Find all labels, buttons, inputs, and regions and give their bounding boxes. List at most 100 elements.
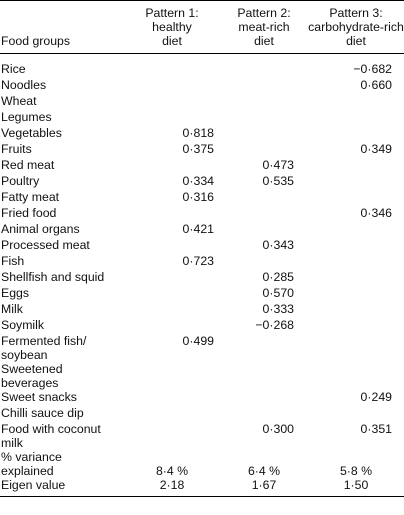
food-group-cell: Red meat xyxy=(0,158,124,174)
table-row: Fruits 0·375 0·349 xyxy=(0,142,404,158)
loading-pattern-3-cell xyxy=(308,190,404,206)
loading-pattern-1-cell xyxy=(124,406,220,422)
food-group-cell: Processed meat xyxy=(0,238,124,254)
loading-pattern-2-cell xyxy=(220,110,308,126)
table-row: Milk 0·333 xyxy=(0,302,404,318)
food-group-cell: % variance explained xyxy=(0,450,124,478)
food-group-cell: Wheat xyxy=(0,94,124,110)
food-group-cell: Eggs xyxy=(0,286,124,302)
loading-pattern-2-cell: −0·268 xyxy=(255,318,294,332)
loading-pattern-2-cell xyxy=(220,54,308,79)
loading-pattern-2-cell xyxy=(220,254,308,270)
table-row: Noodles 0·660 xyxy=(0,78,404,94)
loading-pattern-3-cell xyxy=(308,126,404,142)
loading-pattern-2-cell: 0·473 xyxy=(262,158,294,172)
loading-pattern-1-cell xyxy=(124,302,220,318)
loading-pattern-2-cell xyxy=(220,206,308,222)
food-group-cell: Fried food xyxy=(0,206,124,222)
food-group-cell: Shellfish and squid xyxy=(0,270,124,286)
loading-pattern-1-cell xyxy=(124,206,220,222)
loading-pattern-2-cell: 0·300 xyxy=(262,422,294,436)
food-group-label: beverages xyxy=(1,376,59,390)
loading-pattern-1-cell: 0·499 xyxy=(182,334,214,348)
loading-pattern-1-cell: 0·421 xyxy=(182,222,214,236)
food-group-cell: Poultry xyxy=(0,174,124,190)
food-group-label: Eigen value xyxy=(1,478,66,492)
food-group-label: Red meat xyxy=(1,158,55,172)
header-pattern-1: Pattern 1: healthy diet xyxy=(124,0,220,54)
table-row: Red meat 0·473 xyxy=(0,158,404,174)
loading-pattern-1-cell xyxy=(124,270,220,286)
table-row: Eggs 0·570 xyxy=(0,286,404,302)
factor-loadings-table: Food groups Pattern 1: healthy diet Patt… xyxy=(0,0,404,497)
food-group-label: Vegetables xyxy=(1,126,62,140)
header-food-groups: Food groups xyxy=(0,0,124,54)
loading-pattern-1-cell: 0·723 xyxy=(182,254,214,268)
loading-pattern-1-cell: 0·334 xyxy=(182,174,214,188)
header-pattern-1-line-2: healthy xyxy=(152,20,192,34)
table-row: Soymilk −0·268 xyxy=(0,318,404,334)
loading-pattern-3-cell: −0·682 xyxy=(353,62,392,76)
food-group-label: Noodles xyxy=(1,78,47,92)
loading-pattern-3-cell xyxy=(308,318,404,334)
table-row: Sweetened beverages xyxy=(0,362,404,390)
table-row: Shellfish and squid 0·285 xyxy=(0,270,404,286)
loading-pattern-3-cell xyxy=(308,158,404,174)
loading-pattern-3-cell xyxy=(308,286,404,302)
food-group-cell: Fatty meat xyxy=(0,190,124,206)
loading-pattern-2-cell xyxy=(220,390,308,406)
loading-pattern-3-cell xyxy=(308,110,404,126)
food-group-cell: Food with coconut milk xyxy=(0,422,124,450)
table-row: Sweet snacks 0·249 xyxy=(0,390,404,406)
loading-pattern-2-cell: 1·67 xyxy=(220,478,308,497)
food-group-label: Fried food xyxy=(1,206,57,220)
loading-pattern-2-cell xyxy=(220,78,308,94)
food-group-label: Legumes xyxy=(1,110,52,124)
loading-pattern-2-cell: 6·4 % xyxy=(247,464,281,478)
loading-pattern-1-cell xyxy=(124,390,220,406)
loading-pattern-2-cell: 0·570 xyxy=(262,286,294,300)
food-group-label: Soymilk xyxy=(1,318,45,332)
table-row: Chilli sauce dip xyxy=(0,406,404,422)
summary-row: % variance explained 8·4 % 6·4 % 5·8 % xyxy=(0,450,404,478)
loading-pattern-1-cell: 0·375 xyxy=(182,142,214,156)
table-row: Fried food 0·346 xyxy=(0,206,404,222)
loading-pattern-2-cell: 0·333 xyxy=(262,302,294,316)
food-group-cell: Milk xyxy=(0,302,124,318)
loading-pattern-1-cell xyxy=(124,94,220,110)
loading-pattern-2-cell xyxy=(220,362,308,390)
loading-pattern-1-cell xyxy=(124,158,220,174)
food-group-label: Wheat xyxy=(1,94,37,108)
food-group-label: Sweet snacks xyxy=(1,390,77,404)
food-group-cell: Fermented fish/soybean xyxy=(0,334,124,362)
food-group-cell: Noodles xyxy=(0,78,124,94)
loading-pattern-2-cell xyxy=(220,142,308,158)
loading-pattern-1-cell: 0·818 xyxy=(182,126,214,140)
food-group-cell: Fish xyxy=(0,254,124,270)
loading-pattern-2-cell xyxy=(220,126,308,142)
table-row: Animal organs 0·421 xyxy=(0,222,404,238)
loading-pattern-2-cell xyxy=(220,222,308,238)
loading-pattern-3-cell xyxy=(308,406,404,422)
loading-pattern-3-cell xyxy=(308,302,404,318)
food-group-label: Eggs xyxy=(1,286,30,300)
table-row: Legumes xyxy=(0,110,404,126)
header-pattern-2-line-3: diet xyxy=(254,34,274,48)
food-group-cell: Fruits xyxy=(0,142,124,158)
loading-pattern-3-cell xyxy=(308,270,404,286)
header-pattern-3-line-3: diet xyxy=(346,34,366,48)
header-pattern-3-line-1: Pattern 3: xyxy=(329,6,383,20)
loading-pattern-3-cell: 0·349 xyxy=(360,142,392,156)
loading-pattern-3-cell xyxy=(308,238,404,254)
loading-pattern-2-cell: 0·535 xyxy=(262,174,294,188)
food-group-label: Milk xyxy=(1,302,23,316)
loading-pattern-2-cell: 0·285 xyxy=(262,270,294,284)
header-pattern-1-line-3: diet xyxy=(162,34,182,48)
header-pattern-2-line-1: Pattern 2: xyxy=(237,6,291,20)
food-group-label: Animal organs xyxy=(1,222,80,236)
food-group-label: Food with coconut xyxy=(1,422,101,436)
header-pattern-3-line-2: carbohydrate-rich xyxy=(308,20,404,34)
food-group-cell: Sweetened beverages xyxy=(0,362,124,390)
loading-pattern-1-cell xyxy=(124,422,220,450)
food-group-label: Poultry xyxy=(1,174,40,188)
